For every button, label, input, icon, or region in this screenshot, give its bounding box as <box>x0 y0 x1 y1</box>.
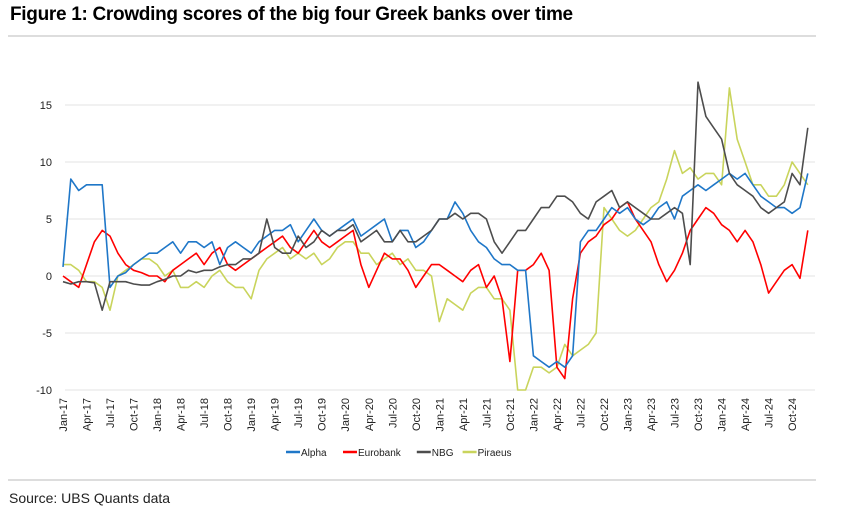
legend-item-eurobank: Eurobank <box>343 448 402 459</box>
x-tick-label: Apr-23 <box>646 398 658 431</box>
x-tick-label: Jan-17 <box>58 398 70 432</box>
y-tick-label: 15 <box>40 100 52 112</box>
x-tick-label: Oct-22 <box>599 398 611 431</box>
x-tick-label: Jan-22 <box>528 398 540 432</box>
series-line-nbg <box>62 81 809 312</box>
figure-title: Figure 1: Crowding scores of the big fou… <box>10 4 573 25</box>
x-tick-label: Oct-23 <box>693 398 705 431</box>
x-tick-label: Jul-18 <box>199 398 211 428</box>
x-tick-label: Jul-21 <box>481 398 493 428</box>
legend-item-alpha: Alpha <box>286 448 327 459</box>
y-tick-label: -5 <box>42 328 52 340</box>
y-tick-label: 5 <box>46 214 52 226</box>
x-tick-label: Oct-18 <box>223 398 235 431</box>
legend-label: Piraeus <box>478 448 512 459</box>
x-tick-label: Jul-22 <box>575 398 587 428</box>
x-tick-label: Jul-19 <box>293 398 305 428</box>
footer-divider <box>8 479 816 481</box>
x-tick-label: Jul-17 <box>105 398 117 428</box>
x-tick-label: Jan-19 <box>246 398 258 432</box>
y-tick-label: 10 <box>40 157 52 169</box>
x-tick-label: Apr-20 <box>364 398 376 431</box>
title-divider <box>8 35 816 37</box>
x-tick-label: Apr-24 <box>740 398 752 431</box>
series-line-alpha <box>62 172 809 369</box>
x-tick-label: Jul-23 <box>670 398 682 428</box>
x-tick-label: Apr-21 <box>458 398 470 431</box>
y-tick-label: 0 <box>46 271 52 283</box>
x-tick-label: Oct-20 <box>411 398 423 431</box>
legend-item-nbg: NBG <box>416 448 454 459</box>
legend-label: Alpha <box>301 448 327 459</box>
x-tick-label: Oct-17 <box>129 398 141 431</box>
x-tick-label: Jul-24 <box>764 398 776 428</box>
x-tick-label: Jan-23 <box>622 398 634 432</box>
legend-item-piraeus: Piraeus <box>462 448 512 459</box>
x-tick-label: Jul-20 <box>387 398 399 428</box>
y-tick-label: -10 <box>36 385 52 397</box>
source-note: Source: UBS Quants data <box>9 490 171 506</box>
x-tick-label: Apr-22 <box>552 398 564 431</box>
series-line-piraeus <box>63 87 809 391</box>
x-tick-label: Apr-17 <box>82 398 94 431</box>
x-tick-label: Jan-18 <box>152 398 164 432</box>
legend-label: Eurobank <box>358 448 402 459</box>
x-tick-label: Oct-21 <box>505 398 517 431</box>
x-tick-label: Oct-19 <box>317 398 329 431</box>
x-tick-label: Apr-19 <box>270 398 282 431</box>
x-tick-label: Oct-24 <box>787 398 799 431</box>
x-tick-label: Apr-18 <box>176 398 188 431</box>
x-tick-label: Jan-20 <box>340 398 352 432</box>
legend-label: NBG <box>432 448 454 459</box>
x-tick-label: Jan-21 <box>434 398 446 432</box>
x-tick-label: Jan-24 <box>717 398 729 432</box>
series-line-eurobank <box>62 201 809 380</box>
